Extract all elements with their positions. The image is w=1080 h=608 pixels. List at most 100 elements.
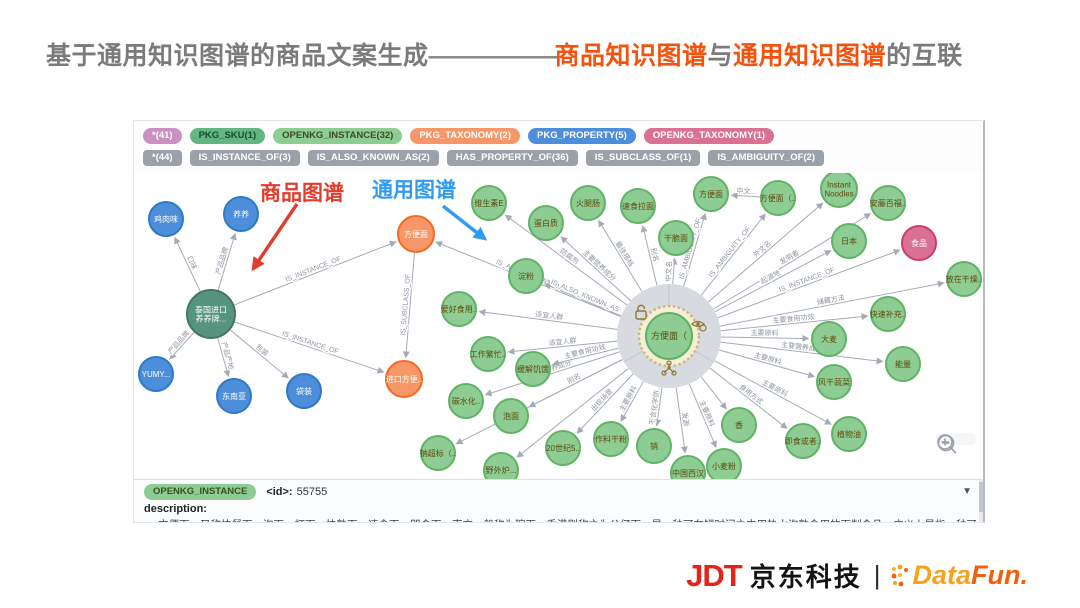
- node-label: 袋装: [296, 386, 312, 396]
- graph-edge[interactable]: 最佳搭档: [598, 219, 643, 292]
- graph-node-10[interactable]: 蛋白质: [528, 205, 564, 241]
- graph-edge[interactable]: IS_ALSO_KNOWN_AS: [544, 278, 621, 317]
- node-label: 中国西汉: [672, 468, 704, 478]
- node-label-badge[interactable]: OPENKG_INSTANCE(32): [273, 128, 403, 144]
- relationship-type-badge[interactable]: IS_SUBCLASS_OF(1): [585, 150, 701, 166]
- graph-node-22[interactable]: 大麦: [811, 321, 847, 357]
- product-graph-arrow: [251, 203, 299, 272]
- node-label-badge[interactable]: PKG_PROPERTY(5): [528, 128, 636, 144]
- id-value: 55755: [296, 486, 328, 498]
- graph-node-9[interactable]: 维生素E: [471, 185, 507, 221]
- knowledge-graph-canvas[interactable]: 口味 产品品牌 产品品牌 产品产地 包装 IS_INSTANCE_OF IS_INSTANC…: [134, 173, 985, 479]
- graph-edge[interactable]: 主要原料: [718, 349, 816, 379]
- graph-node-15[interactable]: 方便面（..: [760, 180, 796, 216]
- graph-edge[interactable]: 产品产地: [217, 337, 237, 378]
- graph-edge[interactable]: IS_INSTANCE_OF: [234, 240, 397, 306]
- graph-node-34[interactable]: 钠超标（..: [420, 435, 456, 471]
- relationship-type-badge[interactable]: IS_AMBIGUITY_OF(2): [708, 150, 825, 166]
- node-label: 东南亚: [222, 391, 246, 401]
- node-label-badge[interactable]: PKG_TAXONOMY(2): [410, 128, 521, 144]
- graph-node-14[interactable]: 方便面: [693, 176, 729, 212]
- relationship-type-badge[interactable]: IS_INSTANCE_OF(3): [189, 150, 300, 166]
- node-label: 能量: [895, 359, 911, 369]
- graph-edge[interactable]: 口味: [174, 236, 201, 292]
- graph-node-26[interactable]: 即食或者..: [785, 423, 821, 459]
- edge-label: 包装: [254, 342, 271, 358]
- logo-separator: |: [873, 560, 881, 590]
- node-label-badge[interactable]: OPENKG_TAXONOMY(1): [643, 128, 775, 144]
- graph-edge[interactable]: IS_SUBCLASS_OF: [399, 252, 415, 359]
- datafun-dots-icon: [892, 564, 909, 586]
- graph-node-13[interactable]: 干脆面: [658, 220, 694, 256]
- edge-label: IS_INSTANCE_OF: [285, 256, 343, 284]
- title-dash: ——————: [428, 42, 559, 70]
- node-label: 养养: [233, 209, 249, 219]
- graph-node-8[interactable]: 方便面（: [617, 284, 721, 388]
- graph-node-36[interactable]: 碳水化..: [448, 383, 484, 419]
- graph-node-35[interactable]: 泡面: [493, 398, 529, 434]
- node-label-badge[interactable]: *(41): [143, 128, 182, 144]
- expand-graph-icon[interactable]: [661, 360, 677, 376]
- scrollbar[interactable]: [979, 480, 983, 522]
- graph-node-31[interactable]: 作料干粉: [593, 421, 629, 457]
- node-label: 野外炉...: [486, 465, 517, 475]
- graph-node-18[interactable]: 日本: [831, 223, 867, 259]
- graph-node-3[interactable]: YUMY...: [138, 356, 174, 392]
- node-label: 放在干燥..: [946, 274, 982, 284]
- graph-node-23[interactable]: 能量: [885, 346, 921, 382]
- eye-icon[interactable]: [690, 320, 707, 332]
- graph-node-1[interactable]: 养养: [223, 196, 259, 232]
- graph-node-11[interactable]: 火腿肠: [570, 185, 606, 221]
- graph-node-5[interactable]: 袋装: [286, 373, 322, 409]
- graph-node-29[interactable]: 中国西汉: [670, 455, 706, 479]
- graph-node-16[interactable]: Instant Noodles: [820, 173, 858, 208]
- relationship-type-badge[interactable]: IS_ALSO_KNOWN_AS(2): [307, 150, 439, 166]
- graph-node-39[interactable]: 爱好食用..: [441, 291, 477, 327]
- zoom-out-button[interactable]: [936, 433, 956, 453]
- graph-node-38[interactable]: 工作繁忙..: [470, 336, 506, 372]
- graph-edge[interactable]: 产品品牌: [164, 327, 195, 360]
- graph-edge[interactable]: 主要原料: [688, 383, 718, 448]
- relationship-type-badge[interactable]: *(44): [143, 150, 182, 166]
- graph-node-25[interactable]: 植物油: [831, 416, 867, 452]
- graph-node-17[interactable]: 安藤百福..: [870, 185, 906, 221]
- graph-node-21[interactable]: 快速补充..: [870, 296, 906, 332]
- unlock-icon[interactable]: [635, 304, 647, 320]
- graph-edge[interactable]: 适宜人群: [478, 308, 618, 330]
- node-label: 植物油: [837, 429, 861, 439]
- graph-edge[interactable]: [700, 376, 727, 410]
- graph-node-28[interactable]: 小麦粉: [706, 448, 742, 479]
- graph-node-33[interactable]: 野外炉...: [483, 452, 519, 479]
- graph-node-37[interactable]: 缓解饥饿: [515, 351, 551, 387]
- node-label-badge[interactable]: PKG_SKU(1): [189, 128, 266, 144]
- graph-edge[interactable]: 别名: [640, 225, 662, 286]
- graph-edge[interactable]: 主要原料: [720, 327, 810, 343]
- graph-edge[interactable]: 产品品牌: [212, 232, 237, 291]
- graph-node-2[interactable]: 泰国进口养养牌...: [186, 289, 236, 339]
- graph-edge[interactable]: 中文名: [662, 257, 678, 285]
- collapse-caret-icon[interactable]: ▼: [962, 486, 972, 497]
- graph-node-7[interactable]: 进口方便..: [385, 360, 423, 398]
- graph-edge[interactable]: 发源: [675, 387, 692, 454]
- graph-node-12[interactable]: 速食拉面: [620, 188, 656, 224]
- node-label: 即食或者..: [785, 436, 821, 446]
- footer-logos: JDT 京东科技 | Data Fun.: [686, 557, 1028, 594]
- graph-edge[interactable]: 中文...: [730, 185, 761, 200]
- graph-node-19[interactable]: 食品: [901, 225, 937, 261]
- graph-edge[interactable]: [516, 368, 629, 458]
- graph-edge[interactable]: 不含化学防..: [646, 385, 663, 427]
- datafun-text-b: Fun.: [971, 560, 1028, 590]
- graph-node-27[interactable]: 香: [721, 407, 757, 443]
- graph-node-6[interactable]: 方便面: [397, 215, 435, 253]
- graph-edge[interactable]: 主要营养成分: [720, 339, 884, 365]
- annotation-general-graph: 通用图谱: [372, 179, 456, 202]
- graph-node-30[interactable]: 销: [636, 428, 672, 464]
- graph-node-0[interactable]: 鸡肉味: [148, 201, 184, 237]
- graph-node-20[interactable]: 放在干燥..: [946, 261, 982, 297]
- graph-node-24[interactable]: 风干蔬菜: [816, 364, 852, 400]
- relationship-type-badge[interactable]: HAS_PROPERTY_OF(36): [446, 150, 578, 166]
- graph-node-32[interactable]: 20世纪5..: [545, 430, 581, 466]
- graph-node-40[interactable]: 淀粉: [508, 258, 544, 294]
- graph-node-4[interactable]: 东南亚: [216, 378, 252, 414]
